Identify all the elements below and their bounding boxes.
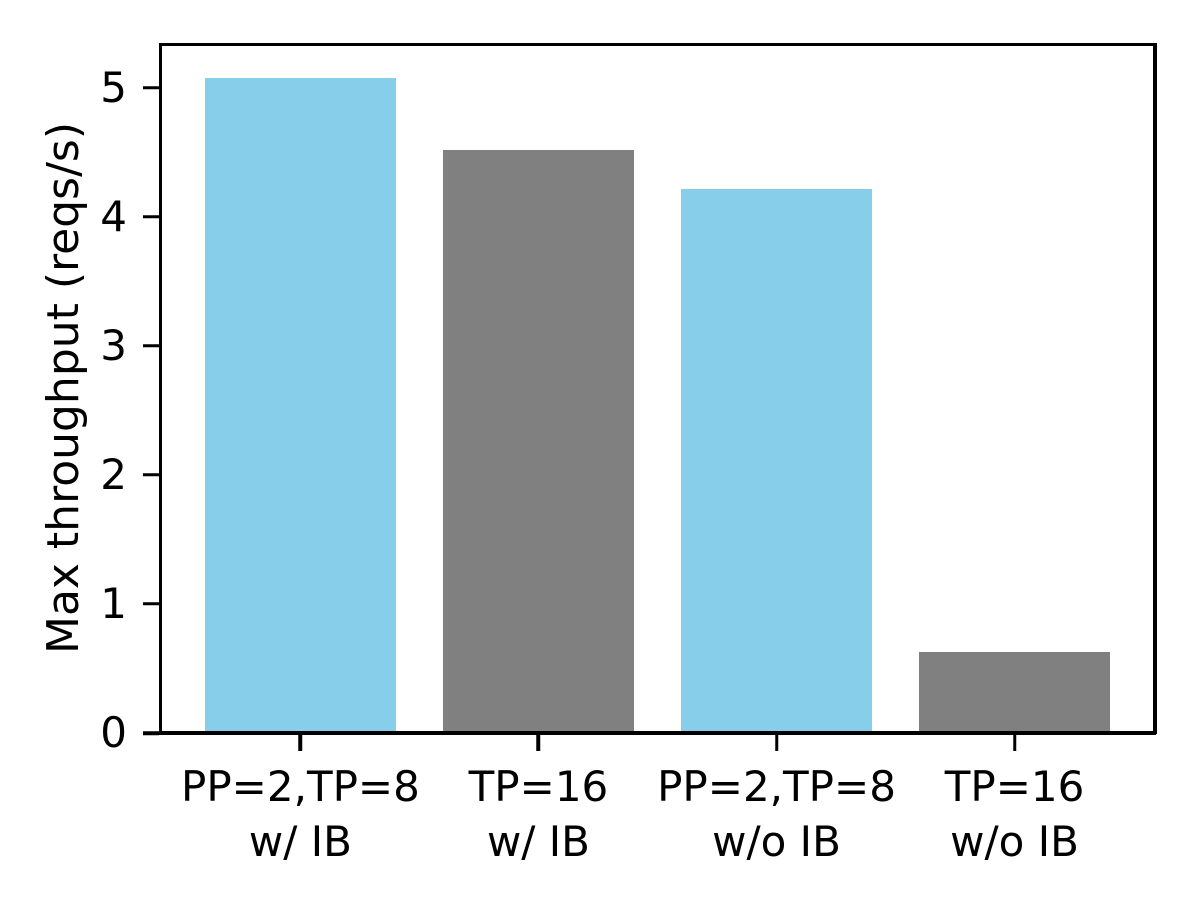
x-tick-label-line: PP=2,TP=8 bbox=[657, 762, 896, 811]
x-tick-label: TP=16 w/ IB bbox=[469, 759, 609, 870]
x-tick-label: TP=16 w/o IB bbox=[945, 759, 1085, 870]
x-tick-mark bbox=[774, 734, 779, 751]
right-spine bbox=[1153, 43, 1157, 734]
bottom-spine bbox=[159, 731, 1156, 735]
bar-2 bbox=[681, 188, 872, 733]
plot-area: 0 1 2 3 4 5 PP=2,TP=8 w/ IB TP=16 w/ IB PP=2,TP=8… bbox=[100, 42, 1157, 866]
y-tick-mark bbox=[142, 86, 159, 90]
y-tick-label: 4 bbox=[100, 191, 127, 241]
x-tick-label-line: w/ IB bbox=[486, 817, 590, 867]
y-tick-label: 5 bbox=[100, 62, 127, 112]
x-tick-mark bbox=[298, 734, 303, 751]
x-tick-label-line: PP=2,TP=8 bbox=[181, 762, 420, 811]
x-tick-mark bbox=[536, 734, 541, 751]
x-tick-label-line: w/ IB bbox=[248, 817, 352, 867]
bar-1 bbox=[443, 149, 634, 733]
left-spine bbox=[158, 43, 162, 734]
y-tick-label: 3 bbox=[100, 320, 127, 370]
y-axis-label: Max throughput (reqs/s) bbox=[38, 121, 89, 655]
y-tick-mark bbox=[142, 344, 159, 348]
bar-3 bbox=[919, 651, 1110, 733]
x-tick-mark bbox=[1012, 734, 1017, 751]
x-tick-label-line: w/o IB bbox=[712, 817, 841, 867]
x-tick-label-line: TP=16 bbox=[468, 762, 609, 811]
y-tick-label: 1 bbox=[100, 578, 127, 628]
y-tick-label: 0 bbox=[100, 708, 127, 757]
bar-0 bbox=[205, 77, 396, 733]
x-tick-label: PP=2,TP=8 w/ IB bbox=[181, 759, 420, 870]
y-tick-mark bbox=[142, 731, 159, 735]
y-tick-label: 2 bbox=[100, 449, 127, 499]
y-tick-mark bbox=[142, 215, 159, 219]
top-spine bbox=[159, 42, 1156, 46]
y-tick-mark bbox=[142, 473, 159, 477]
y-tick-mark bbox=[142, 602, 159, 606]
x-tick-label: PP=2,TP=8 w/o IB bbox=[657, 759, 896, 870]
x-tick-label-line: w/o IB bbox=[950, 817, 1079, 867]
x-tick-label-line: TP=16 bbox=[944, 762, 1085, 811]
